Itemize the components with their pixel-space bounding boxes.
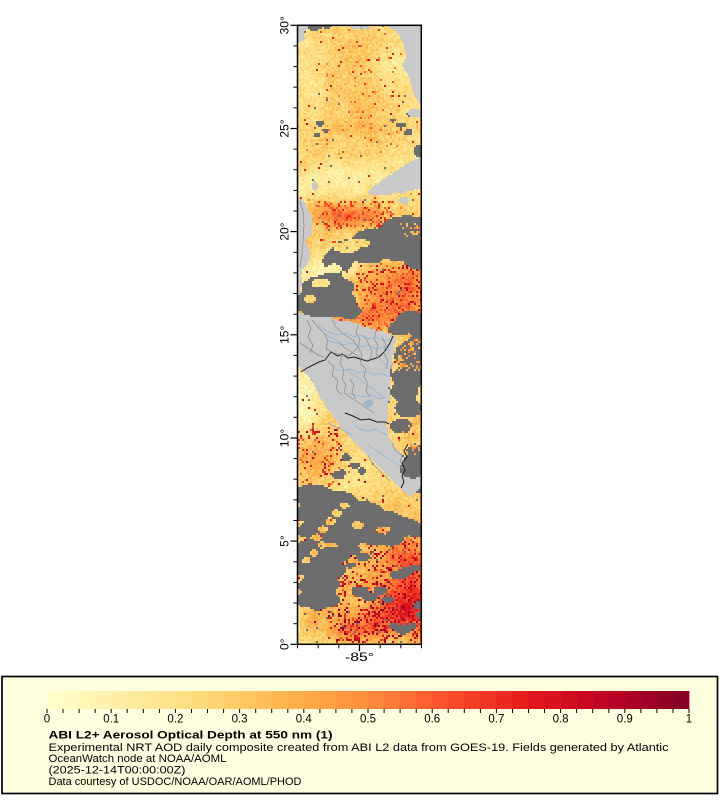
svg-text:0.1: 0.1	[103, 714, 119, 726]
svg-text:0.8: 0.8	[553, 714, 569, 726]
svg-text:0.7: 0.7	[488, 714, 504, 726]
svg-text:20°: 20°	[278, 222, 292, 240]
svg-text:-85°: -85°	[345, 650, 374, 664]
svg-text:0.4: 0.4	[296, 714, 313, 726]
svg-text:15°: 15°	[278, 326, 292, 344]
svg-text:30°: 30°	[278, 16, 292, 34]
svg-text:Experimental NRT AOD daily com: Experimental NRT AOD daily composite cre…	[49, 742, 669, 754]
svg-text:ABI L2+ Aerosol Optical Depth: ABI L2+ Aerosol Optical Depth at 550 nm …	[49, 730, 333, 742]
svg-text:5°: 5°	[278, 535, 292, 547]
svg-text:Data courtesy of USDOC/NOAA/OA: Data courtesy of USDOC/NOAA/OAR/AOML/PHO…	[49, 776, 302, 788]
svg-text:0.9: 0.9	[617, 714, 633, 726]
svg-text:0: 0	[44, 714, 50, 726]
svg-text:0.5: 0.5	[360, 714, 376, 726]
svg-text:1: 1	[686, 714, 692, 726]
svg-text:0.3: 0.3	[232, 714, 248, 726]
svg-text:25°: 25°	[278, 119, 292, 137]
svg-text:10°: 10°	[278, 429, 292, 447]
svg-text:(2025-12-14T00:00:00Z): (2025-12-14T00:00:00Z)	[49, 765, 186, 777]
svg-text:0.6: 0.6	[424, 714, 440, 726]
svg-text:OceanWatch node at NOAA/AOML: OceanWatch node at NOAA/AOML	[49, 753, 227, 765]
svg-text:0°: 0°	[278, 638, 292, 650]
svg-text:0.2: 0.2	[167, 714, 183, 726]
